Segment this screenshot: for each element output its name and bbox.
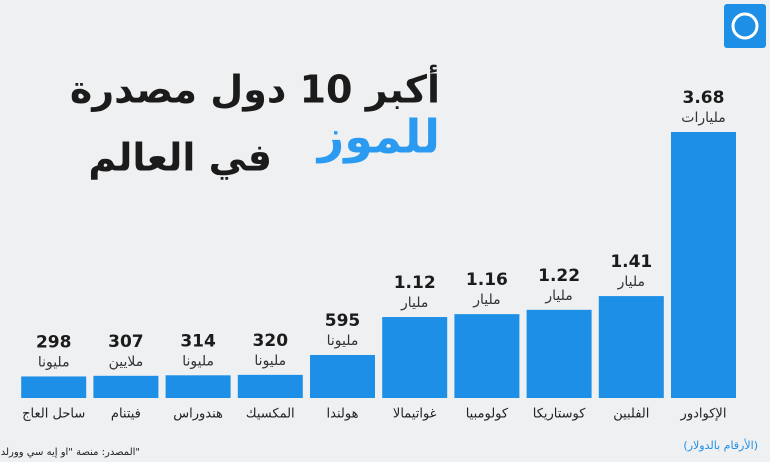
unit-label: مليونا xyxy=(327,333,359,349)
value-label: 595 xyxy=(325,311,361,331)
value-label: 1.16 xyxy=(466,270,508,290)
value-label: 1.41 xyxy=(610,252,652,272)
value-label: 314 xyxy=(180,331,216,351)
unit-label: مليونا xyxy=(182,353,214,369)
unit-label: ملايين xyxy=(109,354,144,370)
unit-label: مليونا xyxy=(38,354,70,370)
bar xyxy=(598,296,664,398)
title-highlight: للموز xyxy=(316,110,440,164)
x-tick-label: كوستاريكا xyxy=(533,407,587,422)
value-label: 3.68 xyxy=(683,88,725,108)
value-label: 1.22 xyxy=(538,266,580,286)
unit-label: مليار xyxy=(544,288,572,304)
source: المصدر: منصة "او إيه سي وورلد" xyxy=(1,447,140,458)
bar xyxy=(526,309,592,398)
bar xyxy=(310,354,375,398)
bar xyxy=(21,376,87,398)
unit-label: مليارات xyxy=(681,110,725,126)
x-tick-label: هندوراس xyxy=(173,407,223,422)
value-label: 298 xyxy=(36,332,72,352)
x-tick-label: غواتيمالا xyxy=(393,407,437,422)
chart-title: أكبر 10 دول مصدرة xyxy=(70,65,440,113)
unit-label: مليونا xyxy=(254,353,286,369)
x-tick-label: هولندا xyxy=(327,407,359,422)
bar xyxy=(93,375,159,398)
x-tick-label: المكسيك xyxy=(246,407,295,422)
bar xyxy=(454,314,520,398)
value-label: 307 xyxy=(108,332,144,352)
unit-label: مليار xyxy=(472,292,500,308)
x-tick-label: ساحل العاج xyxy=(22,407,85,422)
bar xyxy=(237,374,303,398)
bar xyxy=(165,375,231,398)
value-label: 320 xyxy=(253,331,289,351)
bar xyxy=(382,317,448,398)
bar xyxy=(671,132,736,398)
logo xyxy=(724,4,766,48)
x-tick-label: الفلبين xyxy=(613,407,649,422)
unit-label: مليار xyxy=(400,295,428,311)
x-tick-label: كولومبيا xyxy=(466,407,509,422)
unit-label: مليار xyxy=(617,274,645,290)
x-tick-label: فيتنام xyxy=(111,407,141,422)
note: (الأرقام بالدولار) xyxy=(683,438,758,452)
title-rest: في العالم xyxy=(88,136,272,181)
value-label: 1.12 xyxy=(394,273,436,293)
x-tick-label: الإكوادور xyxy=(680,407,727,422)
